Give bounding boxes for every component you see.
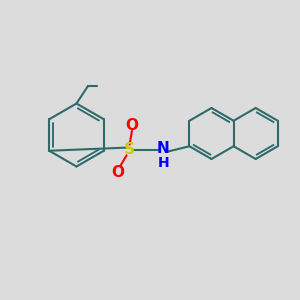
Text: O: O — [111, 165, 124, 180]
Text: S: S — [124, 142, 134, 158]
Text: H: H — [158, 156, 169, 170]
Text: O: O — [125, 118, 139, 133]
Text: N: N — [157, 141, 170, 156]
